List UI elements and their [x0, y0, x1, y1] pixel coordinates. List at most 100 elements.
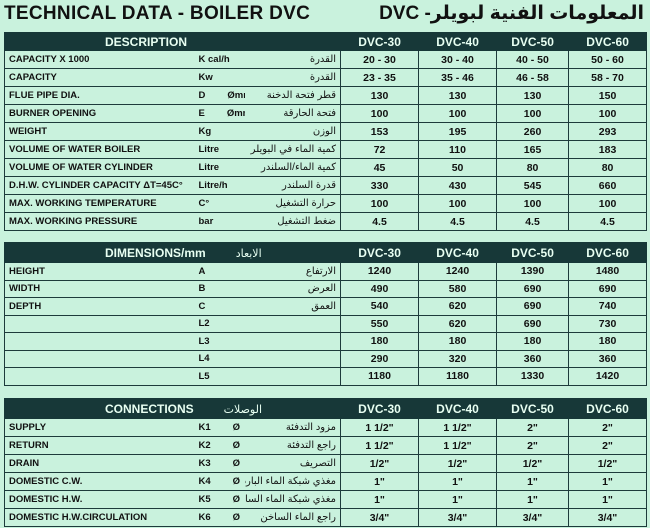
- value-cell: 100: [340, 104, 420, 123]
- row-code: D Ømm: [194, 86, 245, 105]
- header-cell: DIMENSIONS/mm الابعاد: [3, 242, 342, 263]
- value-cell: 4.5: [340, 212, 420, 231]
- value-cell: 730: [568, 314, 648, 333]
- value-cell: 150: [568, 86, 648, 105]
- model-header: DVC-30: [340, 398, 419, 419]
- model-header: DVC-40: [418, 398, 497, 419]
- row-label: DOMESTIC H.W.: [4, 490, 195, 509]
- row-code: A: [194, 262, 245, 281]
- row-label: MAX. WORKING PRESSURE: [4, 212, 195, 231]
- model-header: DVC-50: [496, 242, 570, 263]
- data-row: VOLUME OF WATER BOILER Litre كمية الماء في…: [4, 140, 648, 159]
- row-label: RETURN: [4, 436, 195, 455]
- model-header: DVC-60: [568, 242, 648, 263]
- value-cell: 360: [496, 349, 570, 368]
- data-row: L5 1180 1180 1330 1420: [4, 367, 648, 386]
- value-cell: 195: [418, 122, 498, 141]
- code: B: [198, 283, 206, 295]
- row-arabic: كمية الماء في البويلر: [244, 140, 342, 159]
- row-code: Kw: [194, 68, 245, 87]
- value-cell: 40 - 50: [496, 50, 570, 69]
- row-label: [4, 349, 195, 368]
- value-cell: 46 - 58: [496, 68, 570, 87]
- data-row: L4 290 320 360 360: [4, 349, 648, 368]
- code: D: [198, 90, 206, 101]
- value-cell: 100: [418, 194, 498, 213]
- value-cell: 3/4": [418, 508, 497, 527]
- data-row: CAPACITY X 1000 K cal/h القدرة 20 - 30 30 - …: [4, 50, 648, 69]
- value-cell: 550: [340, 314, 420, 333]
- value-cell: 23 - 35: [340, 68, 420, 87]
- row-arabic: مغذي شبكة الماء الساخن: [244, 490, 341, 509]
- value-cell: 580: [418, 279, 498, 298]
- value-cell: 690: [568, 279, 648, 298]
- data-row: WEIGHT Kg الوزن 153 195 260 293: [4, 122, 648, 141]
- row-label: DEPTH: [4, 297, 195, 316]
- row-label: DRAIN: [4, 454, 195, 473]
- value-cell: 1/2": [568, 454, 647, 473]
- model-header: DVC-40: [418, 32, 498, 51]
- unit: Ømm: [227, 90, 244, 101]
- value-cell: 690: [496, 297, 570, 316]
- value-cell: 1240: [340, 262, 420, 281]
- row-arabic: الارتفاع: [244, 262, 342, 281]
- row-label: D.H.W. CYLINDER CAPACITY ΔT=45C°: [4, 176, 195, 195]
- row-arabic: الوزن: [244, 122, 342, 141]
- data-row: MAX. WORKING TEMPERATURE C° حرارة التشغيل 1…: [4, 194, 648, 213]
- value-cell: 620: [418, 314, 498, 333]
- data-row: CAPACITY Kw القدرة 23 - 35 35 - 46 46 - 58 58 …: [4, 68, 648, 87]
- row-label: BURNER OPENING: [4, 104, 195, 123]
- value-cell: 153: [340, 122, 420, 141]
- value-cell: 2": [496, 418, 569, 437]
- value-cell: 540: [340, 297, 420, 316]
- data-row: BURNER OPENINGEØmmفتحة الحارقة1001001001…: [4, 104, 648, 123]
- row-code: K5 Ø: [194, 490, 245, 509]
- row-arabic: مغذي شبكة الماء البارد: [244, 472, 341, 491]
- value-cell: 1": [496, 490, 569, 509]
- row-arabic: [244, 332, 342, 351]
- value-cell: 1420: [568, 367, 648, 386]
- data-row: VOLUME OF WATER CYLINDER Litre كمية الماء/…: [4, 158, 648, 177]
- unit: Ø: [232, 440, 241, 451]
- unit: Litre: [198, 162, 220, 173]
- row-label: WEIGHT: [4, 122, 195, 141]
- section-title: DESCRIPTION: [105, 34, 188, 49]
- row-code: Kg: [194, 122, 245, 141]
- row-label: WIDTH: [4, 279, 195, 298]
- value-cell: 1180: [340, 367, 420, 386]
- value-cell: 165: [496, 140, 570, 159]
- row-label: [4, 314, 195, 333]
- value-cell: 1": [418, 490, 497, 509]
- value-cell: 50 - 60: [568, 50, 648, 69]
- data-row: MAX. WORKING PRESSURE bar ضغط التشغيل 4.5 4.…: [4, 212, 648, 231]
- data-row: FLUE PIPE DIA.DØmmقطر فتحة الدخنة1301301…: [4, 86, 648, 105]
- row-code: K1 Ø: [194, 418, 245, 437]
- unit: C°: [198, 198, 210, 209]
- value-cell: 740: [568, 297, 648, 316]
- code: E: [198, 108, 205, 119]
- row-arabic: راجع الماء الساخن: [244, 508, 341, 527]
- value-cell: 1/2": [340, 454, 419, 473]
- data-row: WIDTH B العرض 490 580 690 690: [4, 279, 648, 298]
- unit: Kg: [198, 126, 212, 137]
- value-cell: 180: [496, 332, 570, 351]
- value-cell: 290: [340, 349, 420, 368]
- value-cell: 1": [496, 472, 569, 491]
- row-arabic: [244, 367, 342, 386]
- title: TECHNICAL DATA - BOILER DVC: [4, 3, 311, 24]
- value-cell: 45: [340, 158, 420, 177]
- code: K6: [198, 512, 211, 523]
- row-code: K6 Ø: [194, 508, 245, 527]
- value-cell: 3/4": [340, 508, 419, 527]
- row-label: VOLUME OF WATER BOILER: [4, 140, 195, 159]
- unit: Ømm: [226, 108, 245, 119]
- row-code: E Ømm: [194, 104, 245, 123]
- row-arabic: قدرة السلندر: [244, 176, 342, 195]
- value-cell: 100: [568, 104, 648, 123]
- value-cell: 1 1/2": [418, 436, 497, 455]
- row-label: [4, 367, 195, 386]
- data-row: DOMESTIC C.W. K4 Ø مغذي شبكة الماء البارد 1"…: [4, 472, 647, 491]
- value-cell: 1": [568, 472, 647, 491]
- code: K4: [198, 476, 211, 487]
- value-cell: 2": [568, 436, 647, 455]
